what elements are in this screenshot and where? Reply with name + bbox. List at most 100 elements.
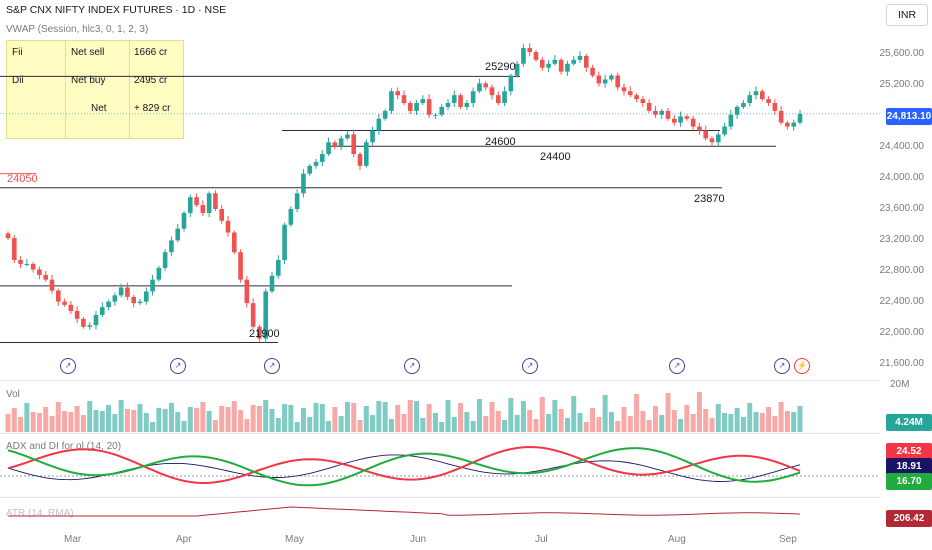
volume-bar <box>338 416 344 432</box>
volume-bar <box>11 408 17 432</box>
pane-separator[interactable] <box>0 433 880 434</box>
candle-body <box>187 197 193 213</box>
lightning-icon[interactable]: ⚡ <box>794 358 810 374</box>
candle-body <box>68 304 74 312</box>
month-tick: Aug <box>668 534 686 545</box>
chart-title[interactable]: S&P CNX NIFTY INDEX FUTURES · 1D · NSE <box>6 4 227 16</box>
candle-body <box>125 287 130 297</box>
candle-body <box>407 103 413 111</box>
volume-bar <box>124 409 130 432</box>
volume-bar <box>747 403 753 432</box>
atr-line[interactable] <box>0 498 880 534</box>
candle-body <box>759 91 765 100</box>
candle-body <box>326 142 331 155</box>
event-marker-icon[interactable]: ↗ <box>669 358 685 374</box>
volume-histogram[interactable] <box>0 381 880 433</box>
volume-bar <box>652 406 658 432</box>
volume-bar <box>219 406 225 432</box>
candle-body <box>332 142 338 147</box>
volume-bar <box>690 414 696 432</box>
volume-bar <box>778 402 784 432</box>
volume-bar <box>552 400 558 432</box>
row-action: Net sell <box>71 47 105 58</box>
candle-body <box>533 52 539 60</box>
candle-body <box>464 103 470 107</box>
event-marker-icon[interactable]: ↗ <box>522 358 538 374</box>
adx-label[interactable]: ADX and DI for ol (14, 20) <box>6 441 122 452</box>
atr-label[interactable]: ATR (14, RMA) <box>6 508 74 519</box>
pane-separator[interactable] <box>0 497 880 498</box>
level-label-25290: 25290 <box>485 61 516 73</box>
price-tick: 25,200.00 <box>879 79 925 90</box>
candle-body <box>451 95 457 104</box>
candle-body <box>55 290 61 302</box>
candle-body <box>112 295 118 302</box>
candle-body <box>791 122 797 127</box>
volume-bar <box>734 408 740 432</box>
candle-body <box>602 79 608 84</box>
fii-dii-table: Fii Net sell 1666 cr Dii Net buy 2495 cr… <box>6 40 184 139</box>
candle-body <box>62 301 67 305</box>
volume-bar <box>143 413 149 432</box>
volume-bar <box>150 422 156 432</box>
candle-body <box>596 75 602 84</box>
candle-body <box>590 67 595 76</box>
event-marker-icon[interactable]: ↗ <box>60 358 76 374</box>
candle-body <box>722 126 727 135</box>
table-divider <box>65 41 66 138</box>
volume-bar <box>451 417 457 432</box>
row-value: 2495 cr <box>134 75 168 86</box>
volume-bar <box>797 406 803 432</box>
month-tick: Jul <box>535 534 548 545</box>
candle-body <box>395 91 401 96</box>
volume-bar <box>414 401 420 432</box>
volume-bar <box>99 411 105 432</box>
currency-selector[interactable]: INR <box>886 4 928 26</box>
candle-body <box>659 110 665 115</box>
volume-bar <box>36 413 42 432</box>
adx-lines[interactable] <box>0 434 880 496</box>
candle-body <box>106 301 111 308</box>
volume-bar <box>502 420 508 432</box>
candle-body <box>571 59 577 64</box>
volume-bar <box>533 419 539 432</box>
price-tick: 22,800.00 <box>879 265 925 276</box>
candle-body <box>319 154 325 162</box>
volume-bar <box>200 402 206 432</box>
volume-bar <box>294 422 300 432</box>
candlestick-chart[interactable] <box>0 0 880 380</box>
volume-label[interactable]: Vol <box>6 389 20 400</box>
volume-bar <box>558 409 564 432</box>
price-tick: 25,600.00 <box>879 48 925 59</box>
level-label-24400: 24400 <box>540 151 571 163</box>
candle-body <box>565 63 570 72</box>
candle-body <box>640 99 646 104</box>
candle-body <box>728 114 734 127</box>
candle-body <box>766 99 771 104</box>
volume-bar <box>30 412 36 432</box>
volume-bar <box>118 400 124 432</box>
volume-bar <box>256 406 262 432</box>
table-row: Net + 829 cr <box>7 97 183 119</box>
volume-bar <box>439 422 445 432</box>
table-divider <box>129 41 130 138</box>
event-marker-icon[interactable]: ↗ <box>404 358 420 374</box>
volume-bar <box>602 395 608 432</box>
volume-value-label: 4.24M <box>886 414 932 431</box>
vwap-indicator-label[interactable]: VWAP (Session, hlc3, 0, 1, 2, 3) <box>6 24 149 35</box>
candle-body <box>37 269 42 275</box>
volume-bar <box>300 408 306 432</box>
candle-body <box>288 209 294 225</box>
candle-body <box>257 326 262 339</box>
candle-body <box>433 114 438 116</box>
candle-body <box>301 173 306 194</box>
event-marker-icon[interactable]: ↗ <box>170 358 186 374</box>
event-marker-icon[interactable]: ↗ <box>264 358 280 374</box>
event-marker-icon[interactable]: ↗ <box>774 358 790 374</box>
volume-bar <box>634 394 640 432</box>
candle-body <box>527 48 533 52</box>
candle-body <box>376 118 382 131</box>
row-label: Dii <box>12 75 24 86</box>
row-value: 1666 cr <box>134 47 168 58</box>
pane-separator[interactable] <box>0 380 880 381</box>
